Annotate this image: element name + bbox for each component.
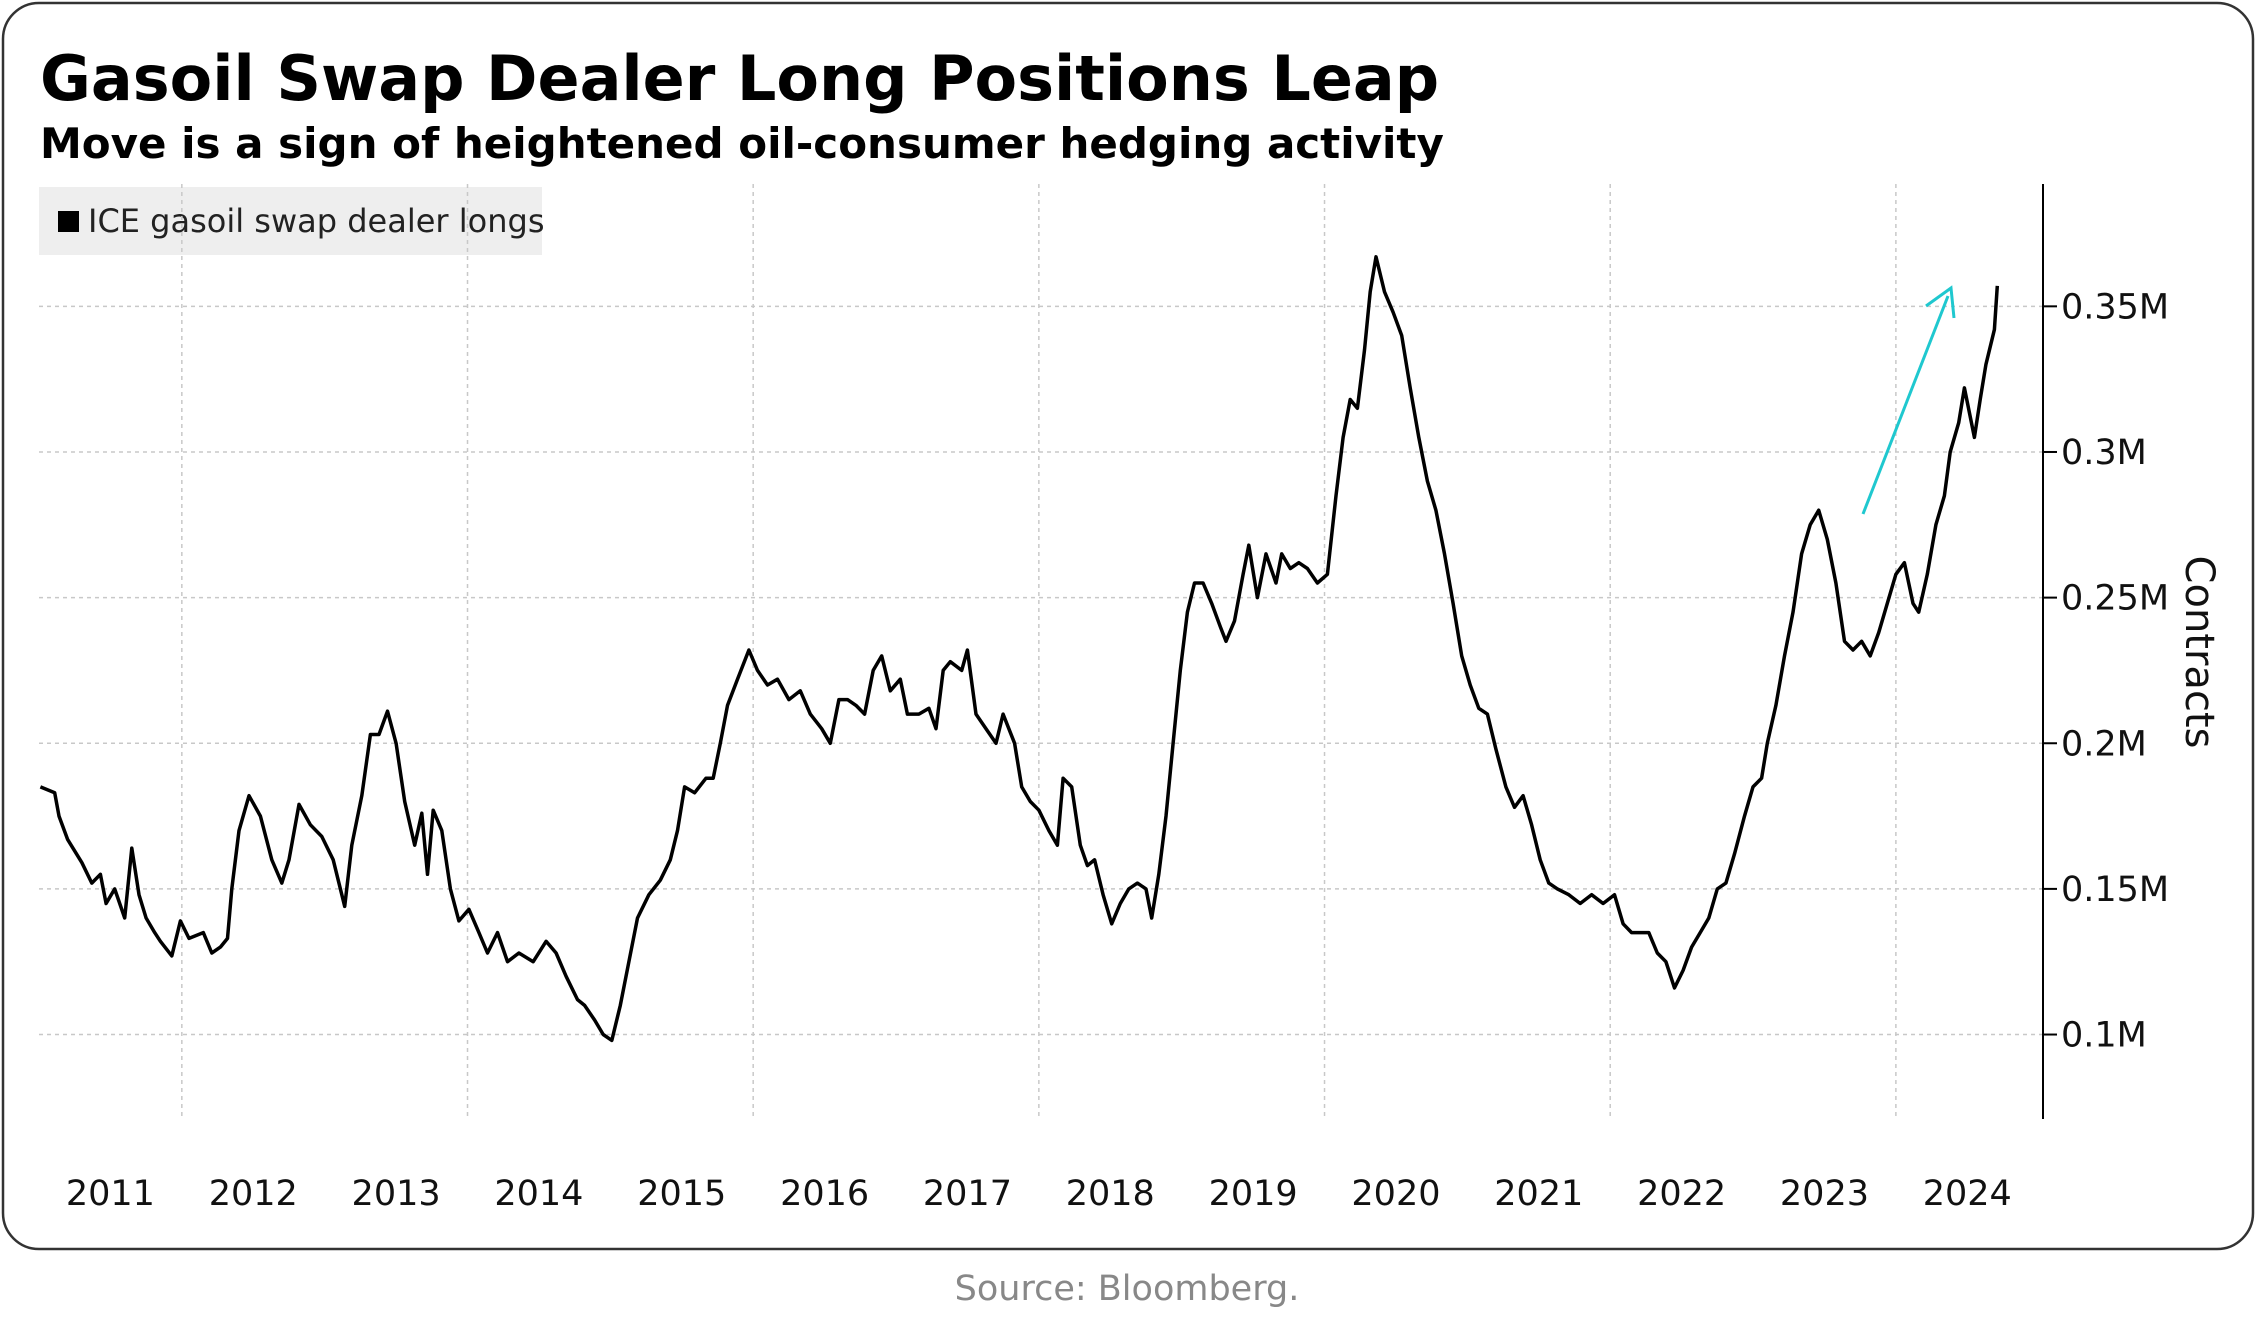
source: Source: Bloomberg. <box>955 1269 1300 1309</box>
y-tick-label: 0.15M <box>2061 870 2169 910</box>
legend: ICE gasoil swap dealer longs <box>39 187 544 255</box>
x-tick-label: 2017 <box>923 1174 1012 1214</box>
lines <box>39 255 2000 1043</box>
chart-subtitle: Move is a sign of heightened oil-consume… <box>40 119 1444 168</box>
y-tick-label: 0.25M <box>2061 579 2169 619</box>
x-tick-label: 2019 <box>1209 1174 1298 1214</box>
x-tick-label: 2020 <box>1351 1174 1440 1214</box>
x-tick-label: 2018 <box>1066 1174 1155 1214</box>
grid <box>39 184 2043 1119</box>
legend-swatch <box>58 211 79 232</box>
x-tick-label: 2021 <box>1494 1174 1583 1214</box>
y-tick-label: 0.3M <box>2061 433 2147 473</box>
arrow-shaft <box>1861 295 1950 515</box>
card <box>1 1 2255 1251</box>
chart-title: Gasoil Swap Dealer Long Positions Leap <box>40 42 1439 115</box>
y-axis-label: Contracts <box>2176 556 2222 749</box>
y-tick-label: 0.2M <box>2061 724 2147 764</box>
x-tick-label: 2012 <box>209 1174 298 1214</box>
axes: 0.1M 0.15M 0.2M 0.25M 0.3M 0.35M 2011 2012 2013 2… <box>66 184 2169 1214</box>
series-line <box>39 255 2000 1043</box>
x-tick-label: 2014 <box>494 1174 583 1214</box>
y-tick-label: 0.1M <box>2061 1016 2147 1056</box>
x-tick-label: 2016 <box>780 1174 869 1214</box>
x-tick-label: 2024 <box>1923 1174 2012 1214</box>
arrow-head <box>1925 285 1956 319</box>
trend-arrow <box>1861 285 1956 515</box>
legend-box <box>39 187 542 255</box>
x-tick-label: 2023 <box>1780 1174 1869 1214</box>
y-tick-label: 0.35M <box>2061 287 2169 327</box>
legend-label: ICE gasoil swap dealer longs <box>88 202 544 240</box>
x-tick-label: 2011 <box>66 1174 155 1214</box>
x-tick-label: 2022 <box>1637 1174 1726 1214</box>
x-tick-label: 2015 <box>637 1174 726 1214</box>
x-tick-label: 2013 <box>352 1174 441 1214</box>
